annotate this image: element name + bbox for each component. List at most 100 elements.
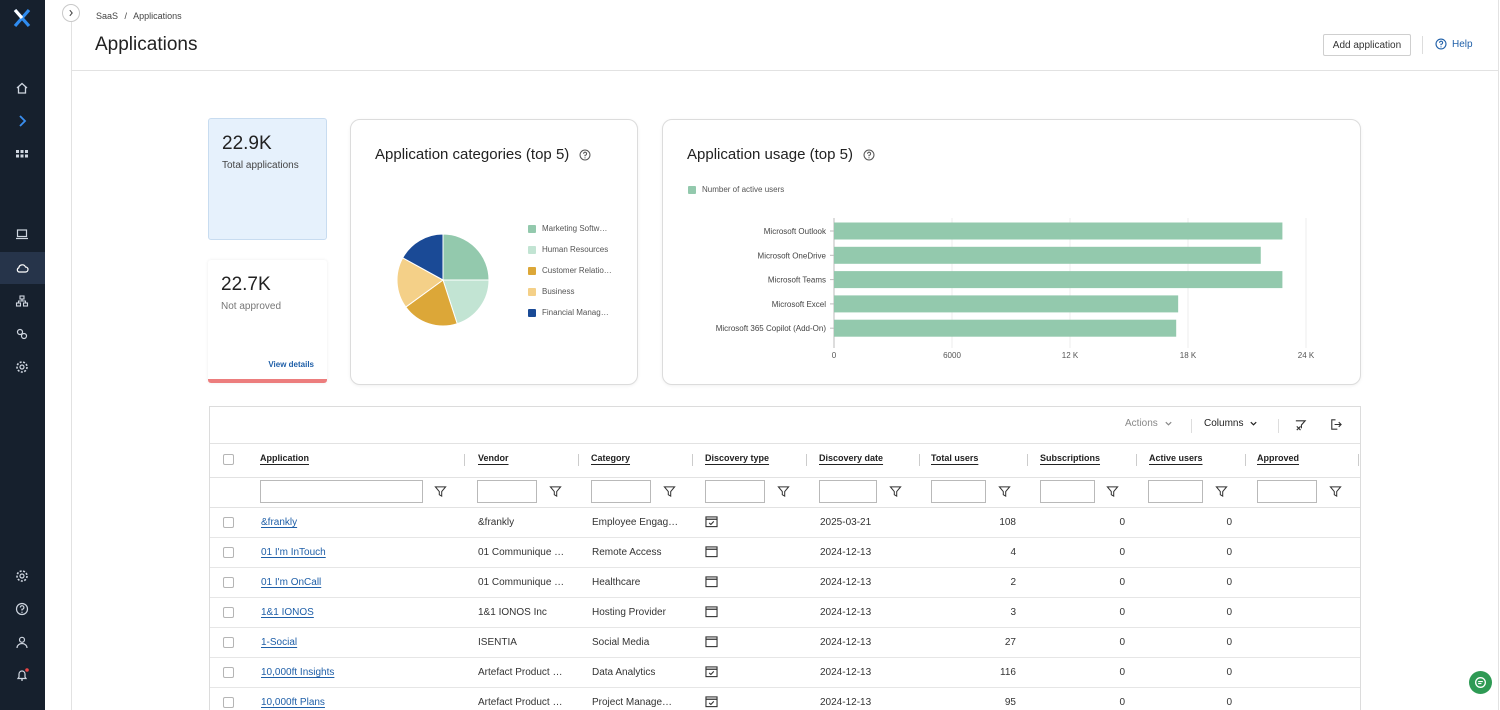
categories-legend-item[interactable]: Human Resources xyxy=(528,245,608,254)
column-header-discovery-date[interactable]: Discovery date xyxy=(819,453,884,463)
logo-icon[interactable] xyxy=(9,6,35,30)
row-checkbox[interactable] xyxy=(223,547,234,558)
laptop-icon[interactable] xyxy=(10,222,34,246)
categories-legend-item[interactable]: Customer Relatio… xyxy=(528,266,612,275)
columns-dropdown[interactable]: Columns xyxy=(1204,418,1258,429)
pie-slice-4[interactable] xyxy=(396,257,444,308)
row-checkbox[interactable] xyxy=(223,607,234,618)
bell-icon[interactable] xyxy=(10,663,34,687)
column-resizer[interactable] xyxy=(464,454,465,466)
column-resizer[interactable] xyxy=(1245,454,1246,466)
categories-legend-item[interactable]: Business xyxy=(528,287,574,296)
expand-nav-icon[interactable] xyxy=(10,109,34,133)
filter-input[interactable] xyxy=(819,480,877,503)
usage-bar[interactable] xyxy=(834,271,1283,289)
column-header-application[interactable]: Application xyxy=(260,453,309,463)
column-header-active-users[interactable]: Active users xyxy=(1149,453,1203,463)
integrations-icon[interactable] xyxy=(10,322,34,346)
column-resizer[interactable] xyxy=(1136,454,1137,466)
filter-icon[interactable] xyxy=(1215,485,1228,498)
column-header-category[interactable]: Category xyxy=(591,453,631,463)
pie-slice-5[interactable] xyxy=(402,233,444,281)
column-resizer[interactable] xyxy=(806,454,807,466)
actions-dropdown[interactable]: Actions xyxy=(1125,418,1173,429)
filter-input[interactable] xyxy=(1040,480,1095,503)
column-resizer[interactable] xyxy=(1358,454,1359,466)
settings-icon[interactable] xyxy=(10,355,34,379)
application-name-link[interactable]: 10,000ft Insights xyxy=(261,667,335,678)
application-name-link[interactable]: 1-Social xyxy=(261,637,298,648)
application-name-link[interactable]: 1&1 IONOS xyxy=(261,607,314,618)
column-header-vendor[interactable]: Vendor xyxy=(478,453,509,463)
table-row[interactable] xyxy=(210,658,1360,688)
categories-legend-item[interactable]: Marketing Softw… xyxy=(528,224,607,233)
filter-icon[interactable] xyxy=(777,485,790,498)
application-name-link[interactable]: 01 I'm OnCall xyxy=(261,577,322,588)
home-icon[interactable] xyxy=(10,76,34,100)
usage-bar[interactable] xyxy=(834,319,1177,337)
table-row[interactable] xyxy=(210,568,1360,598)
application-name-link[interactable]: 10,000ft Plans xyxy=(261,697,325,708)
clear-filters-icon[interactable] xyxy=(1294,418,1307,431)
table-row[interactable] xyxy=(210,508,1360,538)
usage-bar[interactable] xyxy=(834,222,1283,240)
filter-icon[interactable] xyxy=(998,485,1011,498)
column-resizer[interactable] xyxy=(692,454,693,466)
breadcrumb-saas[interactable]: SaaS xyxy=(96,11,119,21)
row-checkbox[interactable] xyxy=(223,697,234,708)
filter-icon[interactable] xyxy=(663,485,676,498)
org-chart-icon[interactable] xyxy=(10,289,34,313)
pie-slice-3[interactable] xyxy=(405,279,458,327)
filter-input[interactable] xyxy=(1257,480,1317,503)
help-circle-icon[interactable] xyxy=(10,597,34,621)
filter-icon[interactable] xyxy=(549,485,562,498)
select-all-checkbox[interactable] xyxy=(223,454,234,465)
usage-bar[interactable] xyxy=(834,295,1179,313)
column-resizer[interactable] xyxy=(919,454,920,466)
add-application-button[interactable]: Add application xyxy=(1323,34,1411,56)
filter-icon[interactable] xyxy=(1106,485,1119,498)
admin-settings-icon[interactable] xyxy=(10,564,34,588)
view-details-link[interactable]: View details xyxy=(268,360,314,369)
filter-icon[interactable] xyxy=(434,485,447,498)
total-applications-card[interactable]: 22.9K Total applications xyxy=(208,118,327,240)
column-resizer[interactable] xyxy=(578,454,579,466)
row-checkbox[interactable] xyxy=(223,667,234,678)
row-checkbox[interactable] xyxy=(223,517,234,528)
collapse-sidebar-button[interactable] xyxy=(62,4,80,22)
info-icon[interactable] xyxy=(579,149,591,161)
row-checkbox[interactable] xyxy=(223,637,234,648)
usage-bar[interactable] xyxy=(834,246,1261,264)
table-row[interactable] xyxy=(210,598,1360,628)
table-row[interactable] xyxy=(210,628,1360,658)
pie-slice-2[interactable] xyxy=(442,279,490,325)
column-header-approved[interactable]: Approved xyxy=(1257,453,1300,463)
column-header-discovery-type[interactable]: Discovery type xyxy=(705,453,770,463)
filter-input[interactable] xyxy=(931,480,986,503)
apps-grid-icon[interactable] xyxy=(10,142,34,166)
pie-slice-1[interactable] xyxy=(442,233,490,281)
filter-input[interactable] xyxy=(591,480,651,503)
column-header-subscriptions[interactable]: Subscriptions xyxy=(1040,453,1101,463)
application-name-link[interactable]: &frankly xyxy=(261,517,298,528)
row-checkbox[interactable] xyxy=(223,577,234,588)
usage-legend[interactable]: Number of active users xyxy=(688,185,784,194)
user-icon[interactable] xyxy=(10,630,34,654)
application-name-link[interactable]: 01 I'm InTouch xyxy=(261,547,326,558)
filter-input[interactable] xyxy=(477,480,537,503)
filter-icon[interactable] xyxy=(889,485,902,498)
export-icon[interactable] xyxy=(1329,418,1342,431)
filter-icon[interactable] xyxy=(1329,485,1342,498)
categories-legend-item[interactable]: Financial Manag… xyxy=(528,308,609,317)
filter-input[interactable] xyxy=(1148,480,1203,503)
filter-input[interactable] xyxy=(705,480,765,503)
chat-button[interactable] xyxy=(1469,671,1492,694)
column-header-total-users[interactable]: Total users xyxy=(931,453,979,463)
not-approved-card[interactable]: 22.7K Not approved View details xyxy=(208,260,327,383)
column-resizer[interactable] xyxy=(1027,454,1028,466)
info-icon[interactable] xyxy=(863,149,875,161)
cloud-icon[interactable] xyxy=(10,256,34,280)
table-row[interactable] xyxy=(210,538,1360,568)
help-link[interactable]: Help xyxy=(1435,38,1473,50)
filter-input[interactable] xyxy=(260,480,423,503)
